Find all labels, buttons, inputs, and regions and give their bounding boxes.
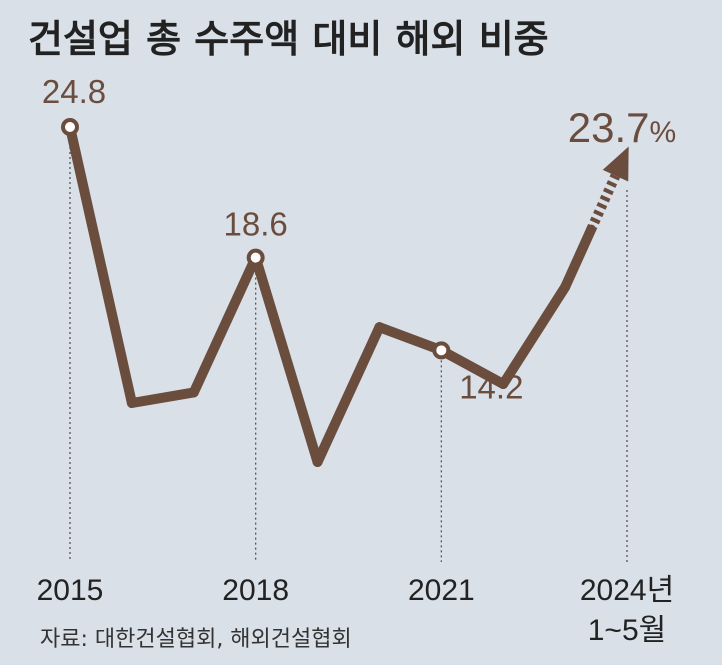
data-label-2018: 18.6 xyxy=(224,206,288,243)
series-segment xyxy=(188,252,261,398)
series-segment xyxy=(250,252,323,467)
series-segment xyxy=(436,345,509,390)
x-tick-label: 2018 xyxy=(222,574,289,607)
series-segment xyxy=(498,282,571,390)
x-tick-sublabel: 1~5월 xyxy=(588,614,667,647)
data-label-unit: % xyxy=(650,116,677,149)
series-segment xyxy=(374,322,447,356)
source-note: 자료: 대한건설협회, 해외건설협회 xyxy=(40,627,352,652)
data-label-2015: 24.8 xyxy=(42,73,106,110)
point-marker xyxy=(61,118,79,136)
point-marker xyxy=(432,341,451,360)
series-segment xyxy=(65,122,137,409)
series-segment xyxy=(560,224,597,293)
x-tick-label: 2024년 xyxy=(580,574,674,607)
x-tick-label: 2015 xyxy=(37,574,104,607)
series-segment xyxy=(126,387,199,409)
series-segment xyxy=(312,322,385,467)
chart-title: 건설업 총 수주액 대비 해외 비중 xyxy=(28,17,549,61)
series-segment-dashed xyxy=(586,173,621,232)
data-label-2024: 23.7% xyxy=(568,104,676,151)
x-tick-label: 2021 xyxy=(408,574,475,607)
point-marker xyxy=(246,248,265,267)
data-label-2021: 14.2 xyxy=(459,368,523,405)
arrow-head xyxy=(602,146,629,182)
